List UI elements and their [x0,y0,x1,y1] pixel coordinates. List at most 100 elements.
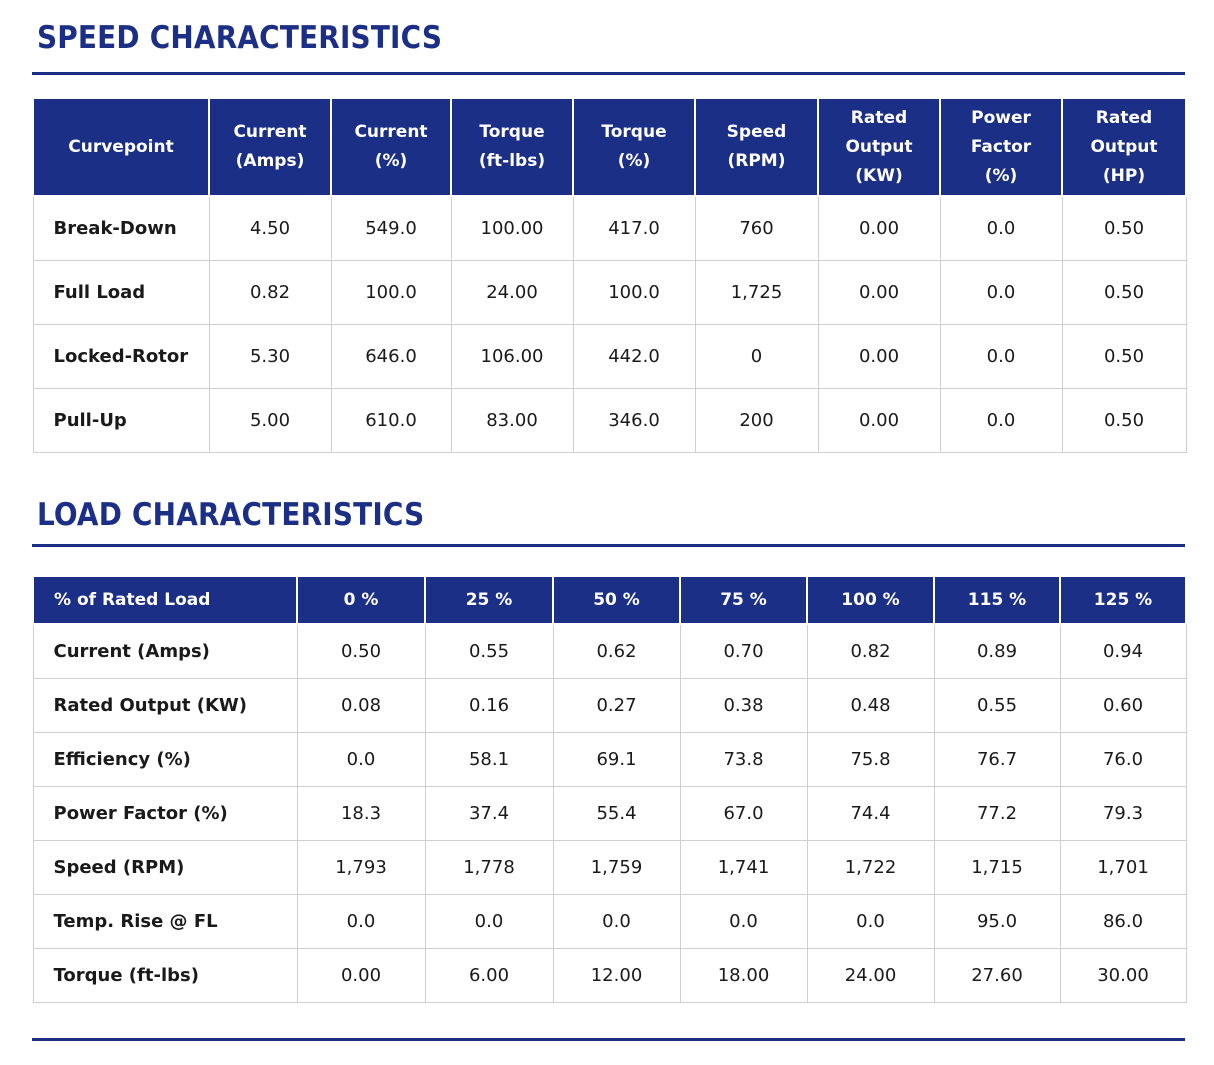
speed-cell: 0.00 [817,324,941,389]
speed-cell: 610.0 [330,388,452,453]
speed-header-cell: Torque (ft-lbs) [450,97,574,197]
load-cell: 0.89 [933,623,1061,679]
load-cell: 1,778 [424,840,554,895]
speed-cell: 24.00 [450,260,574,325]
speed-header-line: Speed [726,122,787,142]
speed-cell: 100.0 [572,260,696,325]
load-cell: 0.94 [1059,623,1187,679]
load-cell: 18.00 [679,948,808,1003]
load-row-label: Speed (RPM) [32,840,298,895]
speed-header-cell: Torque (%) [572,97,696,197]
load-cell: 0.55 [424,623,554,679]
load-header-cell: % of Rated Load [32,575,298,625]
load-cell: 12.00 [552,948,681,1003]
speed-cell: 5.00 [208,388,332,453]
speed-cell: 200 [694,388,819,453]
load-cell: 27.60 [933,948,1061,1003]
speed-row-label: Full Load [32,260,210,325]
speed-header-line: (%) [984,165,1018,186]
speed-cell: 442.0 [572,324,696,389]
load-cell: 1,722 [806,840,935,895]
speed-cell: 0.00 [817,260,941,325]
speed-header-line: Output [845,136,913,157]
load-cell: 86.0 [1059,894,1187,949]
speed-cell: 0.0 [939,195,1063,261]
load-cell: 1,701 [1059,840,1187,895]
speed-cell: 0.0 [939,388,1063,453]
load-header-cell: 100 % [806,575,935,625]
load-cell: 1,741 [679,840,808,895]
speed-title-rule [32,72,1185,75]
speed-header-line: Rated [1095,107,1153,128]
load-cell: 95.0 [933,894,1061,949]
load-cell: 0.00 [296,948,426,1003]
load-cell: 37.4 [424,786,554,841]
load-header-cell: 115 % [933,575,1061,625]
speed-header-cell: Current (%) [330,97,452,197]
speed-row-label: Pull-Up [32,388,210,453]
speed-cell: 0.00 [817,195,941,261]
load-cell: 1,759 [552,840,681,895]
load-characteristics-table: % of Rated Load 0 % 25 % 50 % 75 % 100 % 115 %… [32,575,1187,1003]
speed-header-cell: Rated Output (KW) [817,97,941,197]
speed-cell: 346.0 [572,388,696,453]
load-header-row: % of Rated Load 0 % 25 % 50 % 75 % 100 % 115 %… [32,575,1187,625]
load-cell: 76.7 [933,732,1061,787]
load-table-row: Rated Output (KW) 0.08 0.16 0.27 0.38 0.48 0.5… [32,678,1187,733]
speed-cell: 0.50 [1061,388,1187,453]
speed-cell: 549.0 [330,195,452,261]
load-cell: 75.8 [806,732,935,787]
load-row-label: Torque (ft-lbs) [32,948,298,1003]
speed-row-label: Locked-Rotor [32,324,210,389]
speed-cell: 100.00 [450,195,574,261]
speed-row-label: Break-Down [32,195,210,261]
speed-cell: 417.0 [572,195,696,261]
speed-cell: 106.00 [450,324,574,389]
load-table-row: Efficiency (%) 0.0 58.1 69.1 73.8 75.8 76.7 76.… [32,732,1187,787]
load-cell: 0.62 [552,623,681,679]
load-cell: 76.0 [1059,732,1187,787]
speed-header-line: Rated [850,107,908,128]
load-row-label: Power Factor (%) [32,786,298,841]
load-row-label: Temp. Rise @ FL [32,894,298,949]
speed-cell: 1,725 [694,260,819,325]
load-header-cell: 50 % [552,575,681,625]
speed-header-line: Current [354,122,428,142]
speed-cell: 0.00 [817,388,941,453]
load-cell: 77.2 [933,786,1061,841]
load-title-rule [32,544,1185,547]
load-cell: 73.8 [679,732,808,787]
speed-cell: 0.50 [1061,195,1187,261]
speed-header-line: Output [1090,136,1158,157]
load-table-row: Current (Amps) 0.50 0.55 0.62 0.70 0.82 0.89 0.… [32,623,1187,679]
load-table-row: Torque (ft-lbs) 0.00 6.00 12.00 18.00 24.00 27… [32,948,1187,1003]
load-cell: 0.50 [296,623,426,679]
speed-header-line: Factor [970,136,1032,157]
speed-table-row: Pull-Up 5.00 610.0 83.00 346.0 200 0.00 0.0 0.50 [32,388,1187,453]
speed-cell: 0.0 [939,324,1063,389]
load-cell: 0.0 [552,894,681,949]
speed-header-line: (HP) [1102,165,1146,186]
load-cell: 69.1 [552,732,681,787]
load-row-label: Current (Amps) [32,623,298,679]
speed-header-line: (KW) [855,165,903,186]
speed-header-cell: Speed (RPM) [694,97,819,197]
load-header-cell: 0 % [296,575,426,625]
speed-table-row: Full Load 0.82 100.0 24.00 100.0 1,725 0.00 0.0… [32,260,1187,325]
load-cell: 0.55 [933,678,1061,733]
load-cell: 18.3 [296,786,426,841]
speed-header-line: (%) [374,151,408,171]
speed-cell: 83.00 [450,388,574,453]
speed-cell: 0.0 [939,260,1063,325]
load-cell: 58.1 [424,732,554,787]
load-row-label: Efficiency (%) [32,732,298,787]
load-cell: 24.00 [806,948,935,1003]
load-cell: 0.60 [1059,678,1187,733]
speed-header-line: (RPM) [727,151,786,171]
speed-cell: 760 [694,195,819,261]
load-cell: 67.0 [679,786,808,841]
load-cell: 79.3 [1059,786,1187,841]
load-table-row: Power Factor (%) 18.3 37.4 55.4 67.0 74.4 77.2… [32,786,1187,841]
load-cell: 55.4 [552,786,681,841]
load-cell: 1,793 [296,840,426,895]
